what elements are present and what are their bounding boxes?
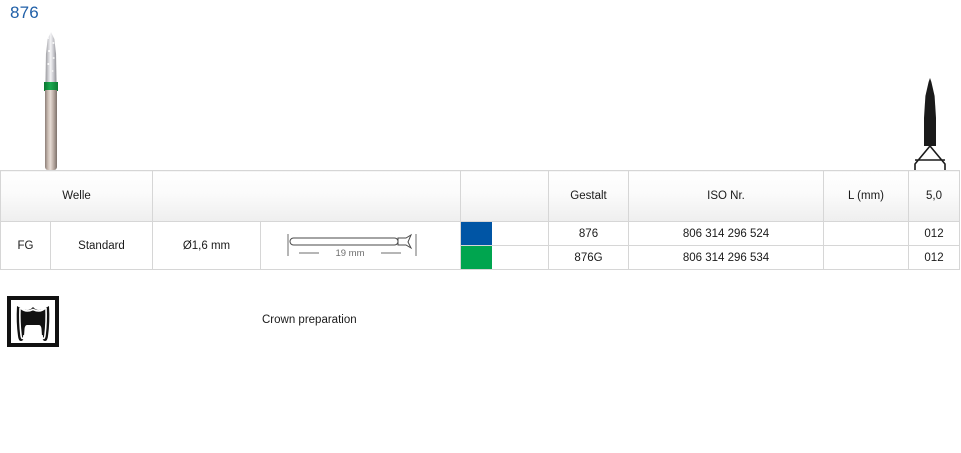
page-title: 876 xyxy=(10,3,39,22)
tooth-crown-preparation-icon xyxy=(7,296,59,347)
cell-shank-diameter: Ø1,6 mm xyxy=(152,221,261,270)
cell-iso-nr: 806 314 296 524 xyxy=(628,221,824,246)
cell-colour-code xyxy=(460,221,549,246)
cell-standard: Standard xyxy=(50,221,153,270)
cell-l-mm xyxy=(823,245,909,270)
table-row: 876G 806 314 296 534 012 xyxy=(1,245,960,270)
bur-shape-silhouette xyxy=(903,78,957,170)
header-gestalt: Gestalt xyxy=(548,170,629,222)
shank-length-label: 19 mm xyxy=(335,248,364,259)
cell-shank-length-drawing: 19 mm xyxy=(260,221,461,270)
cell-fg: FG xyxy=(0,221,51,270)
header-iso-nr: ISO Nr. xyxy=(628,170,824,222)
cell-size: 012 xyxy=(908,221,960,246)
bur-shank xyxy=(45,90,57,170)
cell-l-mm xyxy=(823,221,909,246)
cell-size: 012 xyxy=(908,245,960,270)
header-l-mm: L (mm) xyxy=(823,170,909,222)
colour-code-green xyxy=(461,246,492,269)
bur-colour-ring-green xyxy=(44,82,58,91)
indication-label: Crown preparation xyxy=(262,314,357,326)
cell-gestalt: 876G xyxy=(548,245,629,270)
header-welle: Welle xyxy=(0,170,153,222)
header-shank-drawing xyxy=(152,170,461,222)
diamond-bur-photo xyxy=(42,32,60,170)
header-colour-code xyxy=(460,170,549,222)
bur-diamond-head xyxy=(45,32,57,82)
cell-colour-code xyxy=(460,245,549,270)
table-row: FG Standard Ø1,6 mm 19 mm 876 806 314 29… xyxy=(0,221,960,270)
cell-gestalt: 876 xyxy=(548,221,629,246)
table-header-row: Welle Gestalt ISO Nr. L (mm) 5,0 xyxy=(0,170,960,222)
colour-code-blue xyxy=(461,222,492,245)
cell-iso-nr: 806 314 296 534 xyxy=(628,245,824,270)
specification-table: Welle Gestalt ISO Nr. L (mm) 5,0 FG Stan… xyxy=(0,170,960,270)
header-size-5-0: 5,0 xyxy=(908,170,960,222)
